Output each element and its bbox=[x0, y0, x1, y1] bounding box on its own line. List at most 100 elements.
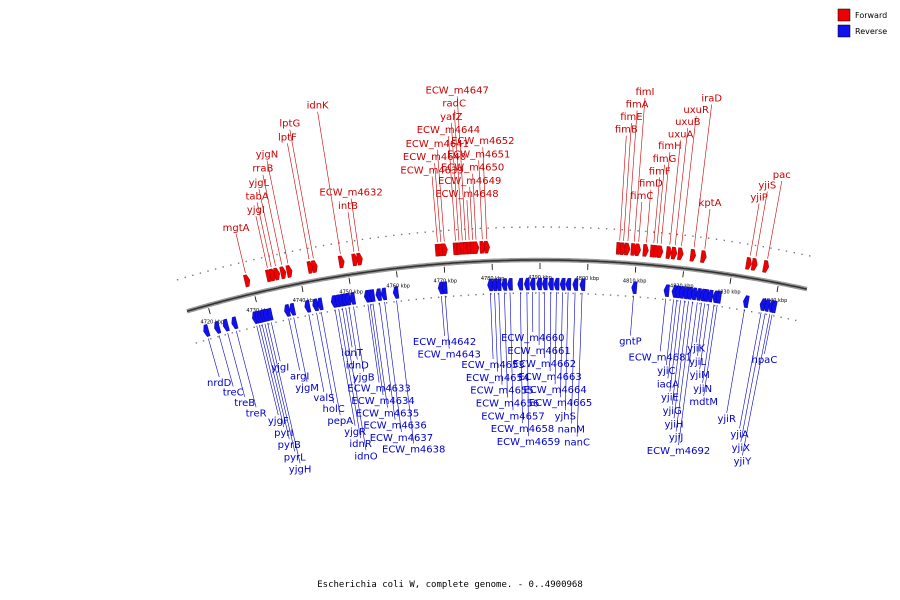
inner-guide-dot bbox=[210, 338, 212, 340]
leader-line bbox=[659, 298, 666, 352]
inner-guide-dot bbox=[400, 300, 403, 302]
leader-line bbox=[565, 292, 569, 411]
leader-line bbox=[348, 307, 358, 360]
reverse-gene-label: yjgR bbox=[344, 427, 366, 438]
leader-line bbox=[437, 149, 445, 242]
inner-guide-dot bbox=[268, 323, 270, 325]
inner-guide-dot bbox=[751, 311, 753, 313]
inner-guide-dot bbox=[669, 299, 671, 301]
outer-guide-dot bbox=[534, 226, 537, 228]
outer-guide-dot bbox=[199, 272, 202, 274]
leader-line bbox=[669, 300, 681, 392]
reverse-gene-label: yjiN bbox=[693, 384, 712, 395]
outer-guide-dot bbox=[361, 238, 364, 241]
outer-guide-dot bbox=[700, 236, 702, 238]
forward-gene-label: radC bbox=[442, 99, 466, 110]
reverse-gene-label: ECW_m4661 bbox=[507, 346, 570, 357]
reverse-gene-arrow bbox=[707, 289, 714, 303]
reverse-gene-arrow bbox=[759, 298, 767, 312]
inner-guide-dot bbox=[408, 299, 410, 301]
forward-gene-label: fimD bbox=[639, 179, 663, 190]
legend-reverse-swatch bbox=[837, 24, 851, 38]
forward-gene-label: fimF bbox=[649, 166, 671, 177]
inner-guide-dot bbox=[557, 292, 559, 294]
legend-forward-label: Forward bbox=[855, 11, 887, 20]
outer-guide-dot bbox=[605, 228, 608, 230]
leader-line bbox=[739, 312, 762, 429]
inner-guide-dot bbox=[312, 313, 314, 316]
tick-label: 4760 kbp bbox=[386, 283, 410, 289]
outer-guide-dot bbox=[503, 226, 505, 229]
inner-guide-dot bbox=[714, 305, 716, 307]
leader-line bbox=[256, 325, 279, 416]
inner-guide-dot bbox=[647, 297, 649, 299]
leader-line bbox=[258, 188, 276, 267]
reverse-gene-label: ECW_m4657 bbox=[481, 411, 544, 422]
inner-guide-dot bbox=[415, 298, 417, 301]
inner-guide-dot bbox=[356, 306, 358, 308]
reverse-gene-arrow bbox=[392, 286, 400, 299]
reverse-gene-arrow bbox=[663, 284, 670, 298]
outer-guide-dot bbox=[590, 227, 592, 229]
reverse-gene-label: idnD bbox=[346, 361, 369, 372]
inner-guide-dot bbox=[239, 330, 241, 332]
reverse-gene-label: yjiK bbox=[687, 344, 705, 355]
reverse-gene-label: idnO bbox=[354, 451, 377, 462]
outer-guide-dot bbox=[566, 226, 568, 228]
reverse-gene-label: ECW_m4654 bbox=[466, 373, 529, 384]
forward-gene-label: ECW_m4648 bbox=[435, 189, 498, 200]
leader-line bbox=[261, 324, 290, 440]
tick-mark bbox=[682, 271, 684, 278]
leader-line bbox=[384, 301, 402, 433]
leader-line bbox=[262, 174, 282, 265]
forward-gene-arrow bbox=[624, 242, 631, 256]
leader-line bbox=[667, 299, 678, 379]
leader-line bbox=[342, 308, 367, 451]
outer-guide-dot bbox=[809, 255, 811, 257]
outer-guide-dot bbox=[307, 247, 309, 249]
leader-line bbox=[634, 97, 646, 242]
forward-gene-arrow bbox=[483, 240, 490, 254]
forward-gene-label: ECW_m4639 bbox=[400, 165, 463, 176]
reverse-gene-arrow bbox=[559, 277, 566, 291]
forward-gene-arrow bbox=[441, 243, 448, 257]
tick-mark bbox=[443, 266, 446, 273]
reverse-gene-label: yjiM bbox=[690, 370, 710, 381]
forward-gene-arrow bbox=[356, 252, 363, 266]
outer-guide-dot bbox=[778, 248, 780, 251]
reverse-gene-arrow bbox=[553, 277, 560, 291]
reverse-gene-label: ECW_m4681 bbox=[629, 352, 692, 363]
outer-guide-dot bbox=[432, 230, 434, 233]
forward-gene-arrow bbox=[273, 267, 281, 281]
forward-gene-label: fimG bbox=[653, 154, 677, 165]
reverse-gene-arrow bbox=[517, 277, 524, 291]
forward-gene-label: fimI bbox=[636, 87, 655, 98]
inner-guide-dot bbox=[773, 315, 775, 317]
inner-guide-dot bbox=[617, 294, 619, 297]
leader-line bbox=[560, 292, 563, 398]
reverse-gene-label: ECW_m4642 bbox=[413, 337, 476, 348]
leader-line bbox=[498, 292, 503, 385]
outer-guide-dot bbox=[245, 260, 247, 263]
forward-gene-arrow bbox=[351, 253, 358, 267]
forward-gene-arrow bbox=[665, 246, 672, 259]
reverse-gene-label: yjiR bbox=[717, 414, 735, 425]
reverse-gene-label: idnR bbox=[349, 439, 371, 450]
leader-line bbox=[482, 147, 487, 240]
forward-gene-label: ECW_m4641 bbox=[406, 139, 469, 150]
leader-line bbox=[338, 308, 361, 439]
inner-guide-dot bbox=[202, 340, 205, 342]
forward-gene-label: pac bbox=[773, 170, 791, 181]
ring-backbone bbox=[186, 259, 808, 313]
leader-line bbox=[266, 160, 289, 264]
reverse-gene-label: ECW_m4638 bbox=[382, 445, 445, 456]
reverse-gene-label: ECW_m4655 bbox=[470, 386, 533, 397]
outer-guide-dot bbox=[322, 244, 325, 247]
leader-line bbox=[509, 292, 514, 411]
forward-gene-label: idnK bbox=[307, 101, 329, 112]
reverse-gene-label: pyrL bbox=[284, 452, 306, 463]
inner-guide-dot bbox=[780, 316, 782, 318]
leader-line bbox=[369, 303, 384, 396]
leader-line bbox=[646, 189, 652, 243]
forward-gene-label: intB bbox=[338, 201, 358, 212]
